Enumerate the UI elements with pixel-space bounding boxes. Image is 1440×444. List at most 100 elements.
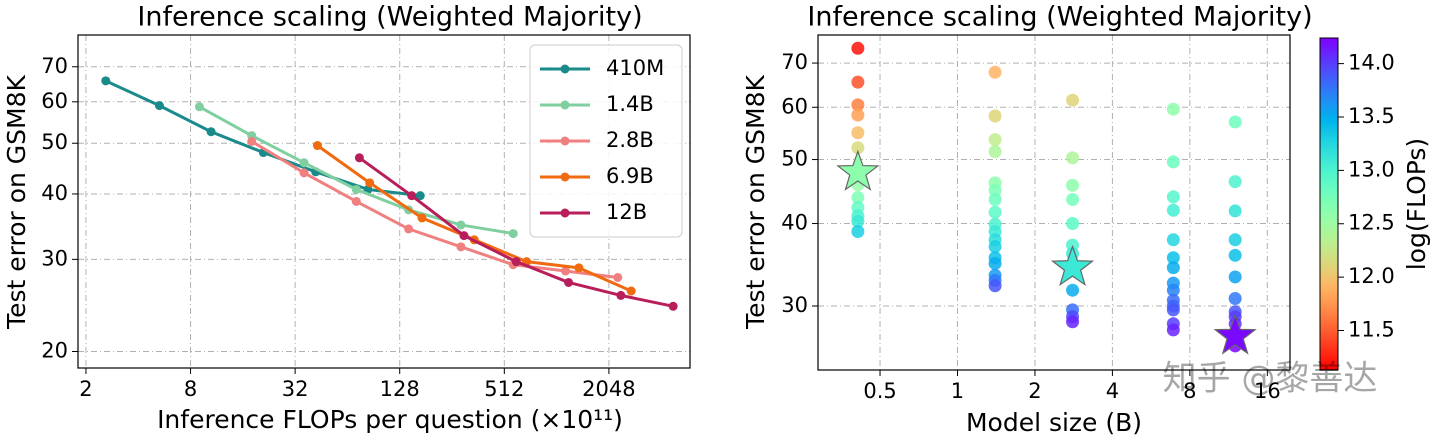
x-tick-label: 0.5 bbox=[863, 379, 896, 403]
point bbox=[574, 263, 584, 273]
frame bbox=[77, 34, 691, 369]
x-tick-label: 2 bbox=[79, 377, 92, 401]
point bbox=[851, 98, 865, 112]
point bbox=[1228, 291, 1242, 305]
point bbox=[1166, 323, 1180, 337]
y-axis-label: Test error on GSM8K bbox=[741, 74, 770, 329]
point bbox=[988, 192, 1002, 206]
point bbox=[851, 108, 865, 122]
point bbox=[1066, 217, 1080, 231]
colorbar-tick-label: 11.5 bbox=[1348, 318, 1395, 342]
colorbar-tick-label: 13.0 bbox=[1348, 157, 1395, 181]
point bbox=[851, 141, 865, 155]
x-tick-label: 4 bbox=[1106, 379, 1119, 403]
y-tick-label: 70 bbox=[41, 54, 68, 78]
point bbox=[456, 220, 466, 230]
point bbox=[299, 158, 309, 168]
point bbox=[456, 242, 466, 252]
point bbox=[1166, 233, 1180, 247]
y-axis-label: Test error on GSM8K bbox=[2, 74, 31, 329]
legend-marker bbox=[560, 208, 570, 218]
point bbox=[1228, 233, 1242, 247]
point bbox=[351, 196, 361, 206]
point bbox=[988, 183, 1002, 197]
colorbar-tick-label: 12.0 bbox=[1348, 264, 1395, 288]
point bbox=[988, 240, 1002, 254]
point bbox=[1066, 93, 1080, 107]
point bbox=[404, 224, 414, 234]
point bbox=[988, 279, 1002, 293]
point bbox=[459, 231, 469, 241]
point bbox=[613, 272, 623, 282]
point bbox=[1228, 115, 1242, 129]
point bbox=[351, 184, 361, 194]
point bbox=[1066, 178, 1080, 192]
point bbox=[1166, 251, 1180, 265]
colorbar-label: log(FLOPs) bbox=[1402, 138, 1431, 270]
point bbox=[1228, 248, 1242, 262]
x-tick-label: 1 bbox=[951, 379, 964, 403]
point bbox=[1228, 270, 1242, 284]
x-tick-label: 2048 bbox=[582, 377, 635, 401]
point bbox=[354, 153, 364, 163]
point bbox=[1166, 155, 1180, 169]
point bbox=[154, 101, 164, 111]
point bbox=[668, 301, 678, 311]
point bbox=[851, 225, 865, 239]
point bbox=[1066, 151, 1080, 165]
y-tick-label: 20 bbox=[41, 339, 68, 363]
point bbox=[616, 290, 626, 300]
x-tick-label: 2 bbox=[1028, 379, 1041, 403]
point bbox=[988, 145, 1002, 159]
y-tick-label: 50 bbox=[41, 130, 68, 154]
point bbox=[194, 102, 204, 112]
point bbox=[299, 168, 309, 178]
legend-label: 2.8B bbox=[606, 128, 654, 152]
point bbox=[1228, 204, 1242, 218]
colorbar-tick-label: 13.5 bbox=[1348, 104, 1395, 128]
point bbox=[365, 178, 375, 188]
point bbox=[1066, 283, 1080, 297]
legend-marker bbox=[560, 136, 570, 146]
y-tick-label: 70 bbox=[781, 50, 808, 74]
point bbox=[851, 191, 865, 205]
y-tick-label: 60 bbox=[781, 94, 808, 118]
y-tick-label: 30 bbox=[41, 246, 68, 270]
point bbox=[508, 229, 518, 239]
x-tick-label: 8 bbox=[184, 377, 197, 401]
point bbox=[407, 191, 417, 201]
point bbox=[101, 76, 111, 86]
chart-title: Inference scaling (Weighted Majority) bbox=[137, 2, 642, 33]
point bbox=[415, 191, 425, 201]
y-tick-label: 40 bbox=[781, 211, 808, 235]
point bbox=[988, 205, 1002, 219]
x-axis-label: Model size (B) bbox=[966, 408, 1142, 437]
legend-marker bbox=[560, 100, 570, 110]
x-tick-label: 128 bbox=[380, 377, 420, 401]
point bbox=[312, 141, 322, 151]
legend-marker bbox=[560, 64, 570, 74]
point bbox=[564, 277, 574, 287]
colorbar bbox=[1319, 37, 1339, 371]
x-axis-label: Inference FLOPs per question (×10¹¹) bbox=[157, 405, 623, 434]
watermark: 知乎 @黎善达 bbox=[1163, 359, 1378, 399]
point bbox=[851, 75, 865, 89]
colorbar-tick-label: 12.5 bbox=[1348, 211, 1395, 235]
point bbox=[851, 41, 865, 55]
legend-marker bbox=[560, 172, 570, 182]
point bbox=[988, 109, 1002, 123]
x-tick-label: 16 bbox=[1254, 379, 1281, 403]
point bbox=[1066, 315, 1080, 329]
point bbox=[1166, 190, 1180, 204]
point bbox=[988, 256, 1002, 270]
x-tick-label: 32 bbox=[282, 377, 309, 401]
legend-label: 410M bbox=[606, 56, 664, 80]
point bbox=[1166, 303, 1180, 317]
point bbox=[417, 213, 427, 223]
point bbox=[511, 257, 521, 267]
point bbox=[1166, 261, 1180, 275]
point bbox=[988, 65, 1002, 79]
star-point bbox=[1050, 244, 1095, 287]
